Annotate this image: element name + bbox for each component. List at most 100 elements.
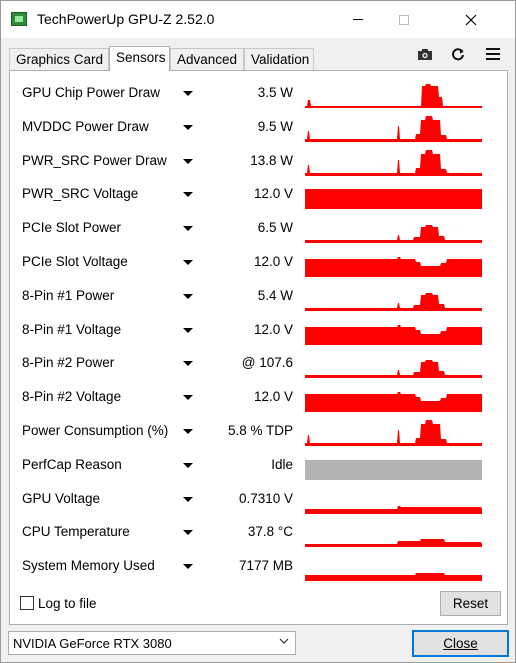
sensor-label: PWR_SRC Voltage xyxy=(22,186,139,202)
sensor-graph-svg xyxy=(305,392,482,413)
sensor-graph-svg xyxy=(305,292,482,311)
window-title: TechPowerUp GPU-Z 2.52.0 xyxy=(37,11,215,27)
tab-sensors[interactable]: Sensors xyxy=(109,46,170,71)
sensor-graph xyxy=(305,113,482,142)
camera-icon[interactable] xyxy=(416,45,434,63)
log-to-file-label: Log to file xyxy=(38,596,97,611)
sensor-graph-area xyxy=(305,539,482,548)
tab-graphics-card[interactable]: Graphics Card xyxy=(9,48,109,70)
sensor-graph-area xyxy=(305,420,482,446)
sensor-row: MVDDC Power Draw 9.5 W xyxy=(10,110,507,144)
sensor-label: 8-Pin #2 Voltage xyxy=(22,389,122,405)
sensor-value: 0.7310 V xyxy=(238,490,293,506)
sensor-value: 13.8 W xyxy=(250,152,293,168)
window-close-button[interactable] xyxy=(427,1,515,38)
sensor-value: 9.5 W xyxy=(257,118,293,134)
sensor-row: 8-Pin #2 Power @ 107.6 xyxy=(10,346,507,380)
tab-advanced[interactable]: Advanced xyxy=(170,48,244,70)
minimize-icon xyxy=(353,19,363,20)
sensor-graph-svg xyxy=(305,539,482,548)
title-bar[interactable]: TechPowerUp GPU-Z 2.52.0 xyxy=(1,1,515,38)
sensor-label: PCIe Slot Voltage xyxy=(22,254,128,269)
sensor-graph xyxy=(305,384,482,413)
sensor-graph-area xyxy=(305,392,482,413)
dropdown-arrow-icon[interactable] xyxy=(183,91,193,96)
sensor-graph xyxy=(305,553,482,582)
sensor-graph xyxy=(305,249,482,277)
tab-validation[interactable]: Validation xyxy=(244,48,314,70)
gpu-select-value: NVIDIA GeForce RTX 3080 xyxy=(13,636,172,651)
sensor-label: PCIe Slot Power xyxy=(22,220,122,236)
hamburger-menu-icon[interactable] xyxy=(484,45,502,63)
sensor-label: CPU Temperature xyxy=(22,524,130,540)
sensor-graph-svg xyxy=(305,149,482,176)
refresh-icon[interactable] xyxy=(449,45,467,63)
sensor-graph xyxy=(305,519,482,548)
sensor-value: Idle xyxy=(271,456,293,472)
sensor-graph-svg xyxy=(305,459,482,480)
sensor-row: 8-Pin #1 Power 5.4 W xyxy=(10,279,507,313)
sensor-label: GPU Voltage xyxy=(22,490,101,506)
sensor-graph-area xyxy=(305,225,482,244)
sensor-row: Power Consumption (%) 5.8 % TDP xyxy=(10,414,507,448)
dropdown-arrow-icon[interactable] xyxy=(183,226,193,232)
dropdown-arrow-icon[interactable] xyxy=(183,361,193,367)
dropdown-arrow-icon[interactable] xyxy=(183,260,193,265)
sensor-value: 7177 MB xyxy=(238,558,293,574)
sensor-row: CPU Temperature 37.8 °C xyxy=(10,515,507,549)
sensor-graph-svg xyxy=(305,505,482,514)
sensor-row: 8-Pin #1 Voltage 12.0 V xyxy=(10,313,507,347)
dropdown-arrow-icon[interactable] xyxy=(183,395,193,401)
dropdown-arrow-icon[interactable] xyxy=(183,530,193,536)
sensor-row: PWR_SRC Voltage 12.0 V xyxy=(10,177,507,211)
sensor-value: 3.5 W xyxy=(257,85,293,100)
sensor-graph-svg xyxy=(305,115,482,142)
sensor-graph xyxy=(305,282,482,311)
sensor-row: PerfCap Reason Idle xyxy=(10,448,507,482)
dropdown-arrow-icon[interactable] xyxy=(183,158,193,164)
sensor-graph xyxy=(305,80,482,108)
minimize-button[interactable] xyxy=(335,1,381,38)
sensor-graph-svg xyxy=(305,189,482,210)
sensor-value: 12.0 V xyxy=(253,186,293,202)
sensor-graph-area xyxy=(305,459,482,480)
sensor-label: 8-Pin #2 Power xyxy=(22,355,115,371)
dropdown-arrow-icon[interactable] xyxy=(183,564,193,570)
sensor-graph xyxy=(305,181,482,210)
sensor-graph-area xyxy=(305,257,482,277)
close-button[interactable]: Close xyxy=(412,630,509,657)
dropdown-arrow-icon[interactable] xyxy=(183,124,193,130)
sensor-value: 5.8 % TDP xyxy=(227,423,293,438)
sensor-graph xyxy=(305,451,482,480)
close-icon xyxy=(465,14,477,25)
gpu-z-app-icon xyxy=(11,12,27,26)
sensor-graph xyxy=(305,350,482,379)
sensor-graph-svg xyxy=(305,84,482,108)
sensor-graph-svg xyxy=(305,324,482,345)
sensor-value: 5.4 W xyxy=(257,287,293,303)
log-to-file-checkbox[interactable] xyxy=(20,596,34,610)
chevron-down-icon xyxy=(279,638,289,644)
dropdown-arrow-icon[interactable] xyxy=(183,293,193,299)
sensor-graph-area xyxy=(305,505,482,514)
dropdown-arrow-icon[interactable] xyxy=(183,429,193,434)
sensor-row: GPU Voltage 0.7310 V xyxy=(10,482,507,516)
sensors-panel: GPU Chip Power Draw 3.5 W MVDDC Power Draw… xyxy=(9,70,508,625)
dropdown-arrow-icon[interactable] xyxy=(183,496,193,502)
sensor-graph-svg xyxy=(305,257,482,277)
maximize-icon xyxy=(399,14,409,25)
sensor-graph-svg xyxy=(305,420,482,446)
dropdown-arrow-icon[interactable] xyxy=(183,462,193,468)
sensor-graph-area xyxy=(305,149,482,176)
sensor-graph-area xyxy=(305,189,482,210)
sensor-value: 6.5 W xyxy=(257,220,293,236)
maximize-button[interactable] xyxy=(381,1,427,38)
sensor-row: PCIe Slot Voltage 12.0 V xyxy=(10,245,507,279)
dropdown-arrow-icon[interactable] xyxy=(183,192,193,198)
sensor-label: PWR_SRC Power Draw xyxy=(22,152,167,168)
dropdown-arrow-icon[interactable] xyxy=(183,327,193,333)
gpu-select-dropdown[interactable]: NVIDIA GeForce RTX 3080 xyxy=(8,631,296,655)
reset-button[interactable]: Reset xyxy=(440,591,501,616)
sensor-row: PCIe Slot Power 6.5 W xyxy=(10,211,507,245)
